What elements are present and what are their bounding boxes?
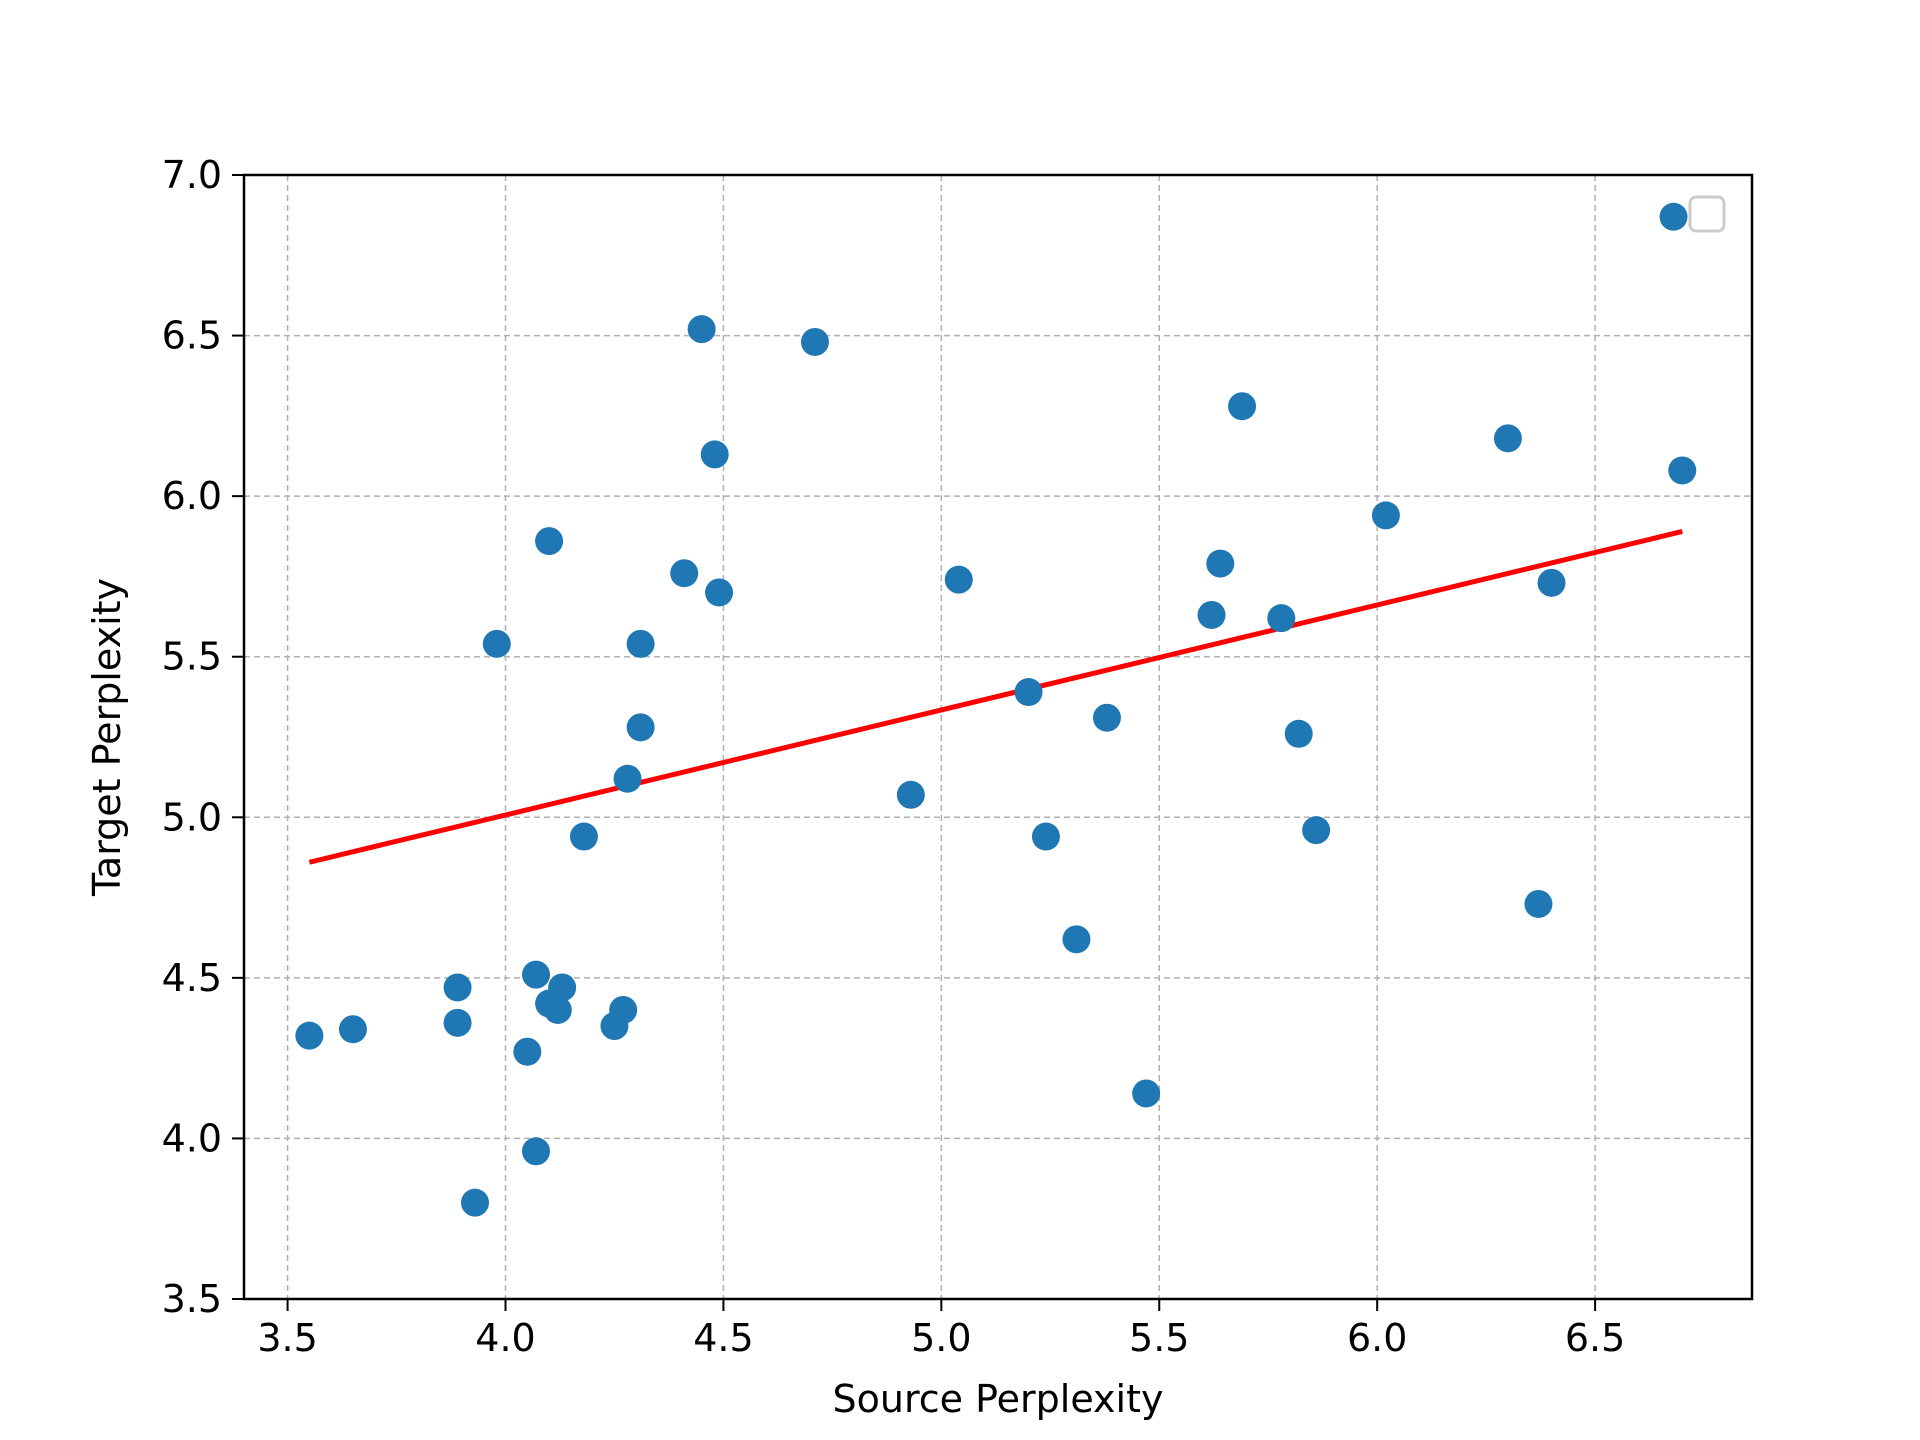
legend <box>1688 195 1726 233</box>
data-point <box>548 973 577 1002</box>
y-tick-label: 5.5 <box>162 635 222 679</box>
data-point <box>800 327 829 356</box>
data-point <box>1206 549 1235 578</box>
y-axis-label: Target Perplexity <box>85 578 129 897</box>
x-tick-label: 5.0 <box>911 1316 971 1360</box>
data-point <box>609 995 638 1024</box>
trend-line <box>308 529 1683 865</box>
data-point <box>896 780 925 809</box>
data-point <box>1228 392 1257 421</box>
x-tick-label: 4.0 <box>475 1316 535 1360</box>
data-point <box>705 578 734 607</box>
data-point <box>1284 719 1313 748</box>
data-point <box>1371 501 1400 530</box>
axis-ticks: 3.5 4.0 4.5 5.0 5.5 6.0 6.5 3.5 4.0 4.5 5.0 5.5 6.0 6… <box>162 153 1626 1360</box>
data-point <box>1062 925 1091 954</box>
data-point <box>522 960 551 989</box>
data-point <box>338 1015 367 1044</box>
x-tick-label: 6.5 <box>1565 1316 1625 1360</box>
data-point <box>1668 456 1697 485</box>
x-tick-label: 3.5 <box>257 1316 317 1360</box>
y-tick-label: 6.5 <box>162 314 222 358</box>
data-point <box>1302 816 1331 845</box>
data-point <box>1132 1079 1161 1108</box>
x-axis-label: Source Perplexity <box>833 1377 1164 1421</box>
data-point <box>1031 822 1060 851</box>
data-point <box>670 559 699 588</box>
y-tick-label: 7.0 <box>162 153 222 197</box>
data-point <box>700 440 729 469</box>
data-point <box>687 315 716 344</box>
x-tick-label: 6.0 <box>1347 1316 1407 1360</box>
data-point <box>295 1021 324 1050</box>
data-point <box>482 629 511 658</box>
data-point <box>1524 889 1553 918</box>
y-tick-label: 3.5 <box>162 1277 222 1321</box>
y-tick-label: 6.0 <box>162 474 222 518</box>
data-point <box>944 565 973 594</box>
trend-line-group <box>308 529 1683 865</box>
data-point <box>1014 678 1043 707</box>
data-point <box>569 822 598 851</box>
y-tick-label: 4.5 <box>162 956 222 1000</box>
data-point <box>1197 600 1226 629</box>
data-point <box>543 995 572 1024</box>
data-point <box>460 1188 489 1217</box>
y-tick-label: 5.0 <box>162 795 222 839</box>
legend-box <box>1688 195 1726 233</box>
points-group <box>295 202 1697 1217</box>
data-point <box>1537 568 1566 597</box>
data-point <box>513 1037 542 1066</box>
data-point <box>522 1137 551 1166</box>
data-point <box>1493 424 1522 453</box>
data-point <box>535 527 564 556</box>
data-point <box>613 764 642 793</box>
x-tick-label: 5.5 <box>1129 1316 1189 1360</box>
data-point <box>443 1008 472 1037</box>
x-tick-label: 4.5 <box>693 1316 753 1360</box>
data-point <box>626 713 655 742</box>
data-point <box>443 973 472 1002</box>
data-point <box>1267 604 1296 633</box>
data-point <box>626 629 655 658</box>
data-point <box>1659 202 1688 231</box>
plot-frame <box>242 173 1754 1301</box>
data-point <box>1092 703 1121 732</box>
y-tick-label: 4.0 <box>162 1116 222 1160</box>
